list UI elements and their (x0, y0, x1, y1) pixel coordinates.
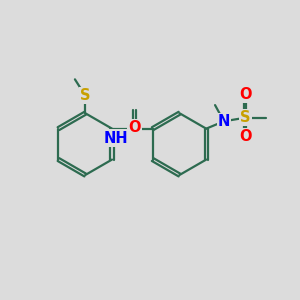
Text: N: N (218, 114, 230, 129)
Text: S: S (240, 110, 250, 125)
Text: S: S (80, 88, 91, 103)
Text: O: O (239, 87, 251, 102)
Text: O: O (128, 120, 141, 135)
Text: O: O (239, 129, 251, 144)
Text: NH: NH (104, 130, 129, 146)
